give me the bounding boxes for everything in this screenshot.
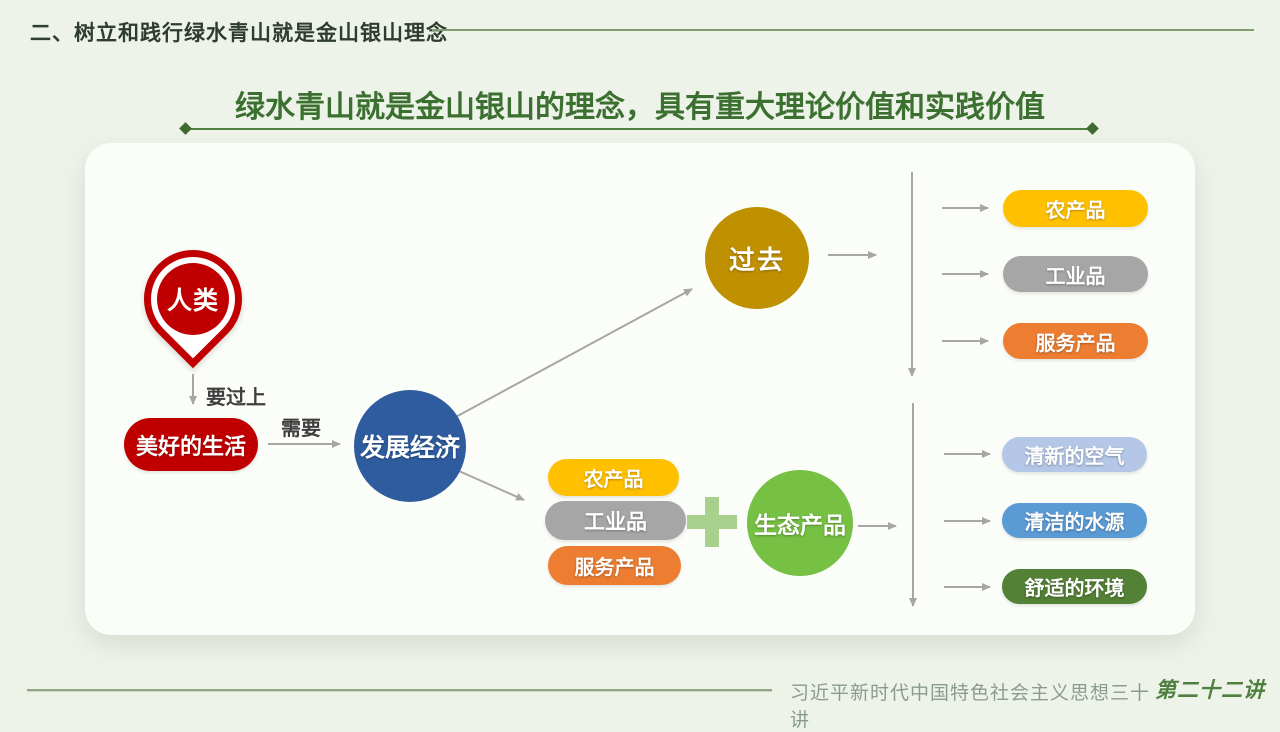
past-industrial-product-pill: 工业品 (1003, 256, 1148, 292)
clean-water-pill: 清洁的水源 (1002, 503, 1147, 538)
develop-economy-circle: 发展经济 (354, 390, 466, 502)
title-underline (186, 128, 1092, 130)
plus-icon (687, 497, 737, 547)
want-label: 要过上 (206, 387, 266, 409)
present-farm-product-pill: 农产品 (548, 459, 679, 496)
human-pin-label: 人类 (157, 263, 229, 335)
human-pin: 人类 (123, 229, 263, 369)
past-circle: 过去 (705, 207, 809, 309)
page-title: 绿水青山就是金山银山的理念，具有重大理论价值和实践价值 (235, 91, 1045, 124)
fresh-air-pill: 清新的空气 (1002, 437, 1147, 472)
footer-book-title: 习近平新时代中国特色社会主义思想三十讲 (790, 683, 1151, 731)
header-rule (432, 29, 1254, 31)
past-farm-product-pill: 农产品 (1003, 190, 1148, 227)
past-service-product-pill: 服务产品 (1003, 323, 1148, 359)
need-label: 需要 (281, 418, 321, 440)
eco-product-circle: 生态产品 (747, 470, 853, 576)
present-industrial-product-pill: 工业品 (545, 501, 686, 540)
present-service-product-pill: 服务产品 (548, 546, 681, 585)
footer-rule-light (27, 691, 772, 692)
good-life-pill: 美好的生活 (124, 418, 258, 471)
section-title: 二、树立和践行绿水青山就是金山银山理念 (30, 22, 448, 45)
footer-lecture-number: 第二十二讲 (1155, 677, 1265, 702)
footer-rule (27, 689, 772, 691)
comfortable-environment-pill: 舒适的环境 (1002, 569, 1147, 604)
